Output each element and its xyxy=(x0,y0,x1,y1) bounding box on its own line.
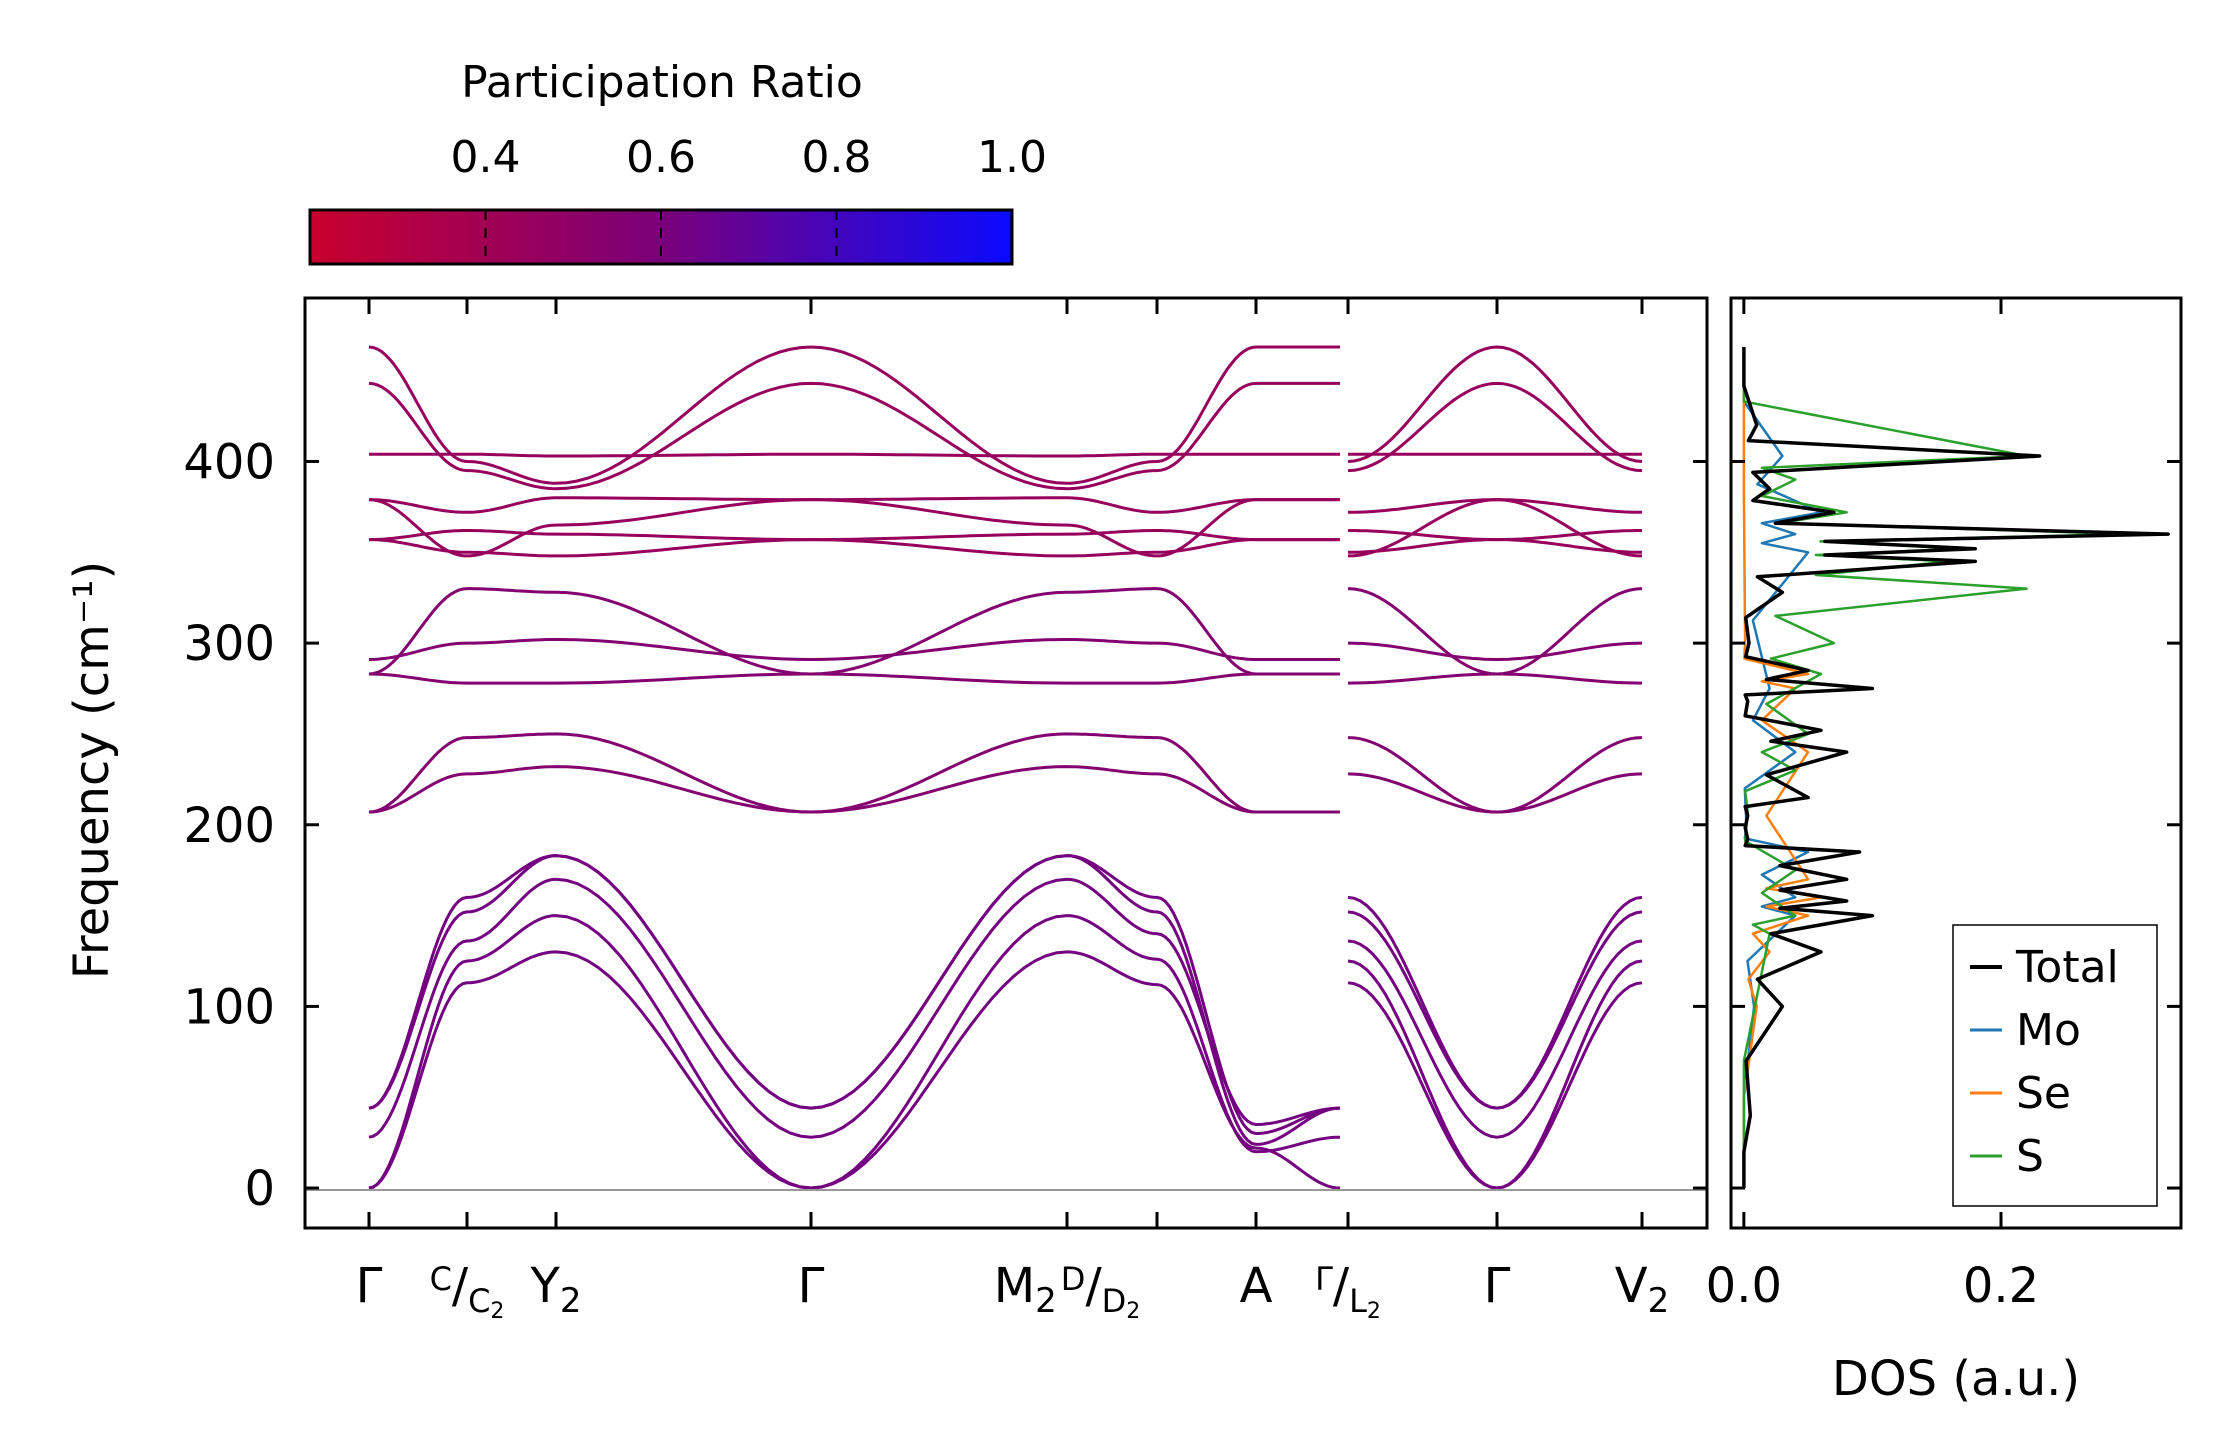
legend-entry: Mo xyxy=(2016,1005,2081,1056)
phonon-branch xyxy=(368,496,1340,514)
x-tick-label: Y2 xyxy=(530,1258,582,1321)
x-tick-label: Γ/L2 xyxy=(1315,1258,1381,1324)
band-structure-panel: 0 100 200 300 400 Γ C/C2 Y2 Γ M2D/D2 A Γ/L2 Γ V2 Fre… xyxy=(64,296,1709,1324)
x-tick-label: V2 xyxy=(1615,1258,1669,1321)
phonon-branch xyxy=(368,529,1340,542)
dos-x-tick-label: 0.2 xyxy=(1963,1258,2039,1314)
dos-y-ticks xyxy=(1731,459,2181,1190)
phonon-branch xyxy=(368,877,1341,1139)
phonon-branch xyxy=(1347,381,1643,473)
legend-box xyxy=(1952,924,2158,1207)
legend-entry: Se xyxy=(2016,1068,2071,1119)
phonon-branch xyxy=(1347,345,1643,463)
phonon-branch xyxy=(368,854,1341,1146)
colorbar: Participation Ratio 0.4 0.6 0.8 1.0 xyxy=(308,57,1047,266)
colorbar-tick-label: 0.8 xyxy=(802,132,872,183)
dos-curves xyxy=(1742,347,2170,1188)
phonon-branch xyxy=(1348,529,1642,542)
y-axis-label: Frequency (cm⁻¹) xyxy=(64,561,120,979)
dos-legend: Total Mo Se S xyxy=(1952,924,2158,1207)
phonon-branch xyxy=(1347,587,1643,676)
band-y-ticks: 0 100 200 300 400 xyxy=(183,434,1707,1217)
phonon-branch xyxy=(1347,895,1643,1110)
phonon-branch xyxy=(1347,736,1643,814)
x-tick-label: A xyxy=(1240,1258,1273,1314)
x-tick-label: C/C2 xyxy=(430,1258,505,1324)
y-tick-label: 0 xyxy=(244,1161,275,1217)
colorbar-tick-label: 0.4 xyxy=(451,132,521,183)
colorbar-title: Participation Ratio xyxy=(461,57,863,108)
phonon-branch xyxy=(368,345,1340,485)
phonon-branches xyxy=(368,345,1643,1190)
phonon-branch xyxy=(369,538,1340,558)
x-tick-label: Γ xyxy=(1484,1258,1511,1314)
y-tick-label: 200 xyxy=(183,798,275,854)
phonon-branch xyxy=(368,765,1340,814)
phonon-branch xyxy=(1348,498,1642,514)
legend-entry: S xyxy=(2016,1131,2044,1182)
dos-x-axis-label: DOS (a.u.) xyxy=(1832,1351,2080,1407)
dos-panel: 0.0 0.2 DOS (a.u.) Total Mo Se S xyxy=(1706,296,2183,1407)
band-x-ticks: Γ C/C2 Y2 Γ M2D/D2 A Γ/L2 Γ V2 xyxy=(356,298,1669,1324)
dos-curve-se xyxy=(1742,347,1823,1188)
colorbar-tick-label: 1.0 xyxy=(977,132,1047,183)
dos-axes-frame xyxy=(1729,296,2183,1230)
colorbar-ticks: 0.4 0.6 0.8 1.0 xyxy=(451,132,1047,264)
phonon-branch xyxy=(368,587,1340,676)
phonon-branch xyxy=(369,452,1340,458)
phonon-branch xyxy=(368,498,1340,558)
x-tick-label: M2D/D2 xyxy=(994,1258,1141,1324)
phonon-branch xyxy=(1347,498,1643,558)
y-tick-label: 100 xyxy=(183,979,275,1035)
phonon-branch xyxy=(368,381,1340,491)
x-tick-label: Γ xyxy=(356,1258,383,1314)
dos-curve-total xyxy=(1742,347,2170,1188)
band-axes-frame xyxy=(303,296,1709,1230)
y-tick-label: 300 xyxy=(183,616,275,672)
phonon-branch xyxy=(368,914,1340,1190)
dos-x-tick-label: 0.0 xyxy=(1706,1258,1782,1314)
dos-x-ticks: 0.0 0.2 xyxy=(1706,298,2039,1314)
x-tick-label: Γ xyxy=(798,1258,825,1314)
phonon-branch xyxy=(368,854,1341,1136)
phonon-branch xyxy=(1347,641,1643,662)
phonon-branch xyxy=(368,732,1340,814)
phonon-branch xyxy=(1347,959,1643,1190)
legend-entry: Total xyxy=(2015,942,2119,993)
phonon-branch xyxy=(369,672,1340,685)
phonon-branch xyxy=(1347,772,1643,814)
phonon-branch xyxy=(1347,939,1643,1139)
dos-curve-s xyxy=(1742,347,2131,1188)
colorbar-tick-label: 0.6 xyxy=(626,132,696,183)
phonon-branch xyxy=(368,638,1340,662)
phonon-branch xyxy=(1347,981,1643,1190)
y-tick-label: 400 xyxy=(183,434,275,490)
